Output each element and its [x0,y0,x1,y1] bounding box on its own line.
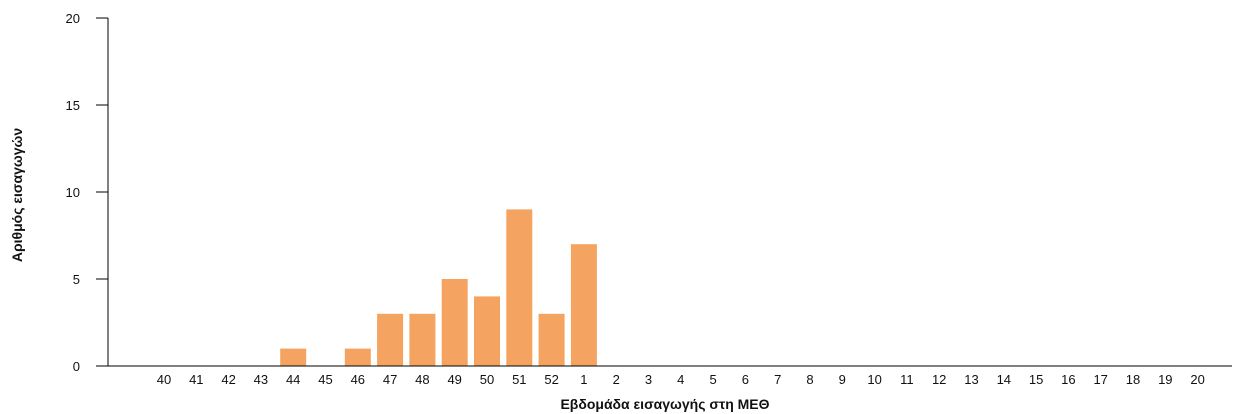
x-tick-label: 41 [189,372,203,387]
x-tick-label: 50 [480,372,494,387]
x-tick-label: 13 [964,372,978,387]
x-tick-label: 12 [932,372,946,387]
x-tick-label: 5 [709,372,716,387]
x-tick-label: 52 [544,372,558,387]
x-tick-label: 16 [1061,372,1075,387]
x-tick-label: 6 [742,372,749,387]
x-axis: 40 41 42 43 44 45 46 47 48 49 50 51 52 1 2 3 4 5 6 7 8 9 10 11 1… [108,365,1232,387]
x-tick-label: 11 [900,372,914,387]
x-tick-label: 49 [447,372,461,387]
x-tick-label: 19 [1158,372,1172,387]
x-tick-label: 51 [512,372,526,387]
y-axis-title: Αριθμός εισαγωγών [9,128,25,262]
x-tick-label: 45 [318,372,332,387]
x-tick-label: 7 [774,372,781,387]
bar [474,296,500,366]
x-axis-title: Εβδομάδα εισαγωγής στη ΜΕΘ [560,396,769,412]
x-tick-label: 47 [383,372,397,387]
x-tick-label: 3 [645,372,652,387]
bar [538,313,565,366]
x-tick-label: 8 [806,372,813,387]
bar [280,348,307,366]
x-tick-label: 4 [677,372,684,387]
x-tick-label: 14 [997,372,1011,387]
x-tick-label: 43 [254,372,268,387]
y-tick-label: 0 [73,359,80,374]
x-tick-label: 15 [1029,372,1043,387]
y-tick-label: 5 [73,272,80,287]
x-tick-label: 40 [157,372,171,387]
bars [280,209,597,366]
bar [506,209,533,366]
y-axis: 0 5 10 15 20 [66,11,109,374]
x-tick-label: 18 [1126,372,1140,387]
x-tick-label: 20 [1190,372,1204,387]
bar [409,313,436,366]
y-tick-label: 15 [66,98,80,113]
x-tick-label: 10 [867,372,881,387]
y-tick-label: 10 [66,185,80,200]
x-tick-label: 17 [1093,372,1107,387]
x-tick-label: 46 [351,372,365,387]
y-tick-label: 20 [66,11,80,26]
x-tick-label: 1 [580,372,587,387]
bar [344,348,371,366]
bar [377,313,404,366]
bar [441,279,468,366]
x-tick-label: 44 [286,372,300,387]
x-tick-label: 48 [415,372,429,387]
x-tick-label: 9 [839,372,846,387]
x-tick-label: 42 [221,372,235,387]
bar [570,244,597,366]
x-tick-label: 2 [613,372,620,387]
